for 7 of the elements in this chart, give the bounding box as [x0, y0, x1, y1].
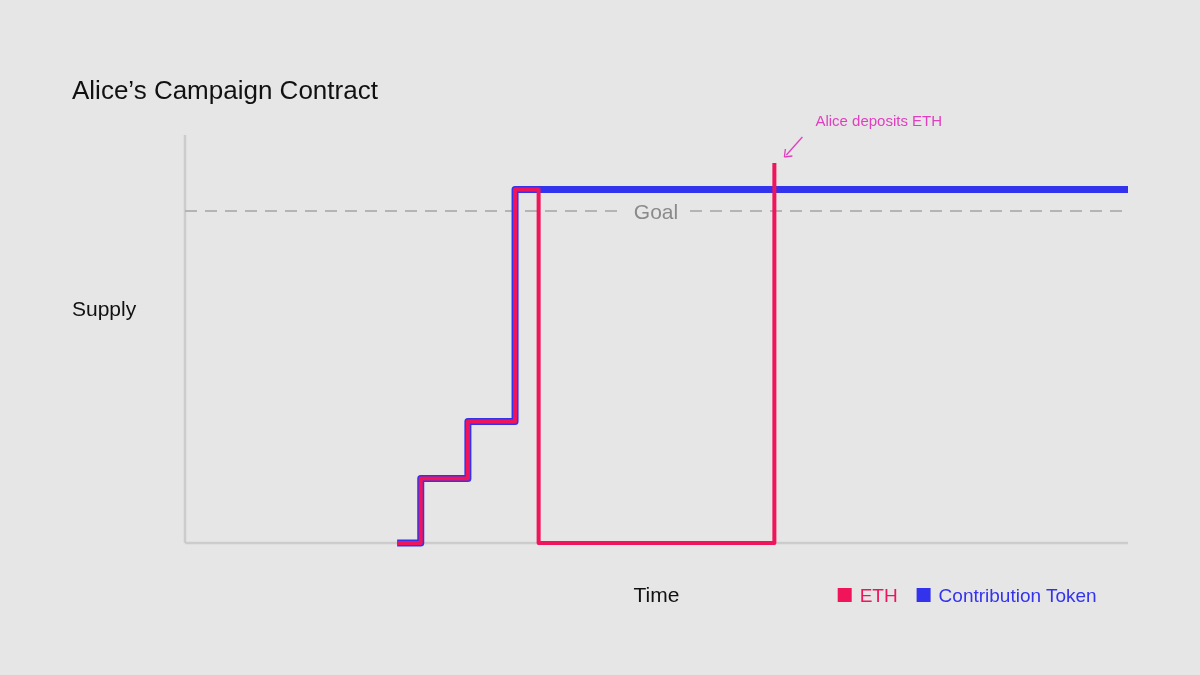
legend-label: Contribution Token: [938, 585, 1097, 606]
legend-label: ETH: [859, 585, 898, 606]
y-axis-title: Supply: [72, 297, 137, 320]
ref-line-label: Goal: [633, 199, 679, 223]
chart-title: Alice’s Campaign Contract: [72, 75, 379, 105]
x-axis-title: Time: [633, 583, 680, 606]
text: Alice deposits ETH: [815, 112, 943, 129]
